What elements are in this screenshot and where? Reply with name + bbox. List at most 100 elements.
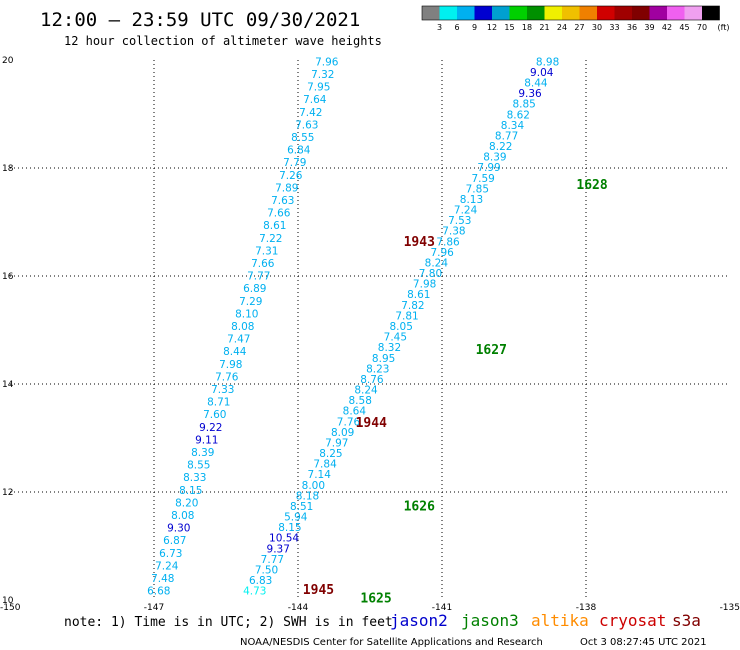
legend-swatch [684,6,702,20]
wave-height-label: 7.24 [155,560,179,572]
wave-height-label: 8.33 [183,472,206,484]
wave-height-label: 7.53 [448,215,471,227]
color-legend: 3 6 9 12 15 18 21 24 27 30 33 36 39 42 45 70 (ft) [421,5,730,32]
x-tick-label: -141 [432,603,452,613]
time-label: 1944 [356,416,387,431]
x-tick-label: -138 [576,603,597,613]
wave-height-label: 8.44 [223,346,247,358]
wave-height-label: 6.68 [147,586,170,598]
wave-height-label: 7.26 [279,170,303,182]
wave-height-label: 6.87 [163,535,186,547]
legend-tick-label: 39 [644,23,654,32]
wave-height-label: 7.31 [255,245,278,257]
wave-height-label: 7.38 [442,226,465,238]
time-label: 1945 [303,583,334,598]
wave-height-label: 7.60 [203,409,226,421]
wave-height-label: 7.80 [419,268,442,280]
legend-swatch [544,6,562,20]
legend-swatch [562,6,580,20]
legend-tick-label: 18 [522,23,532,32]
wave-height-label: 8.23 [366,363,389,375]
legend-tick-label: 15 [504,23,514,32]
wave-height-label: 7.59 [471,173,494,185]
wave-height-label: 9.37 [267,543,290,555]
satellite-legend: jason2 jason3 altika cryosat s3a [390,611,701,630]
wave-height-label: 7.85 [466,183,489,195]
wave-height-label: 8.34 [501,120,525,132]
wave-height-label: 8.18 [296,490,319,502]
time-label: 1625 [360,591,391,606]
x-tick-label: -147 [144,603,164,613]
wave-height-label: 8.20 [175,497,198,509]
legend-tick-label: 42 [662,23,672,32]
x-tick-label: -150 [0,603,21,613]
legend-tick-label: 33 [609,23,619,32]
wave-height-label: 7.50 [255,564,278,576]
legend-tick-label: 45 [679,23,689,32]
legend-tick-label: 6 [454,23,459,32]
y-tick-label: 14 [2,380,14,390]
credit-text: NOAA/NESDIS Center for Satellite Applica… [240,637,543,648]
wave-height-label: 8.61 [407,289,430,301]
generated-timestamp: Oct 3 08:27:45 UTC 2021 [580,637,707,648]
wave-height-label: 8.25 [319,448,342,460]
wave-height-label: 8.24 [354,385,378,397]
satellite-jason3: jason3 [461,611,519,630]
wave-height-label: 7.86 [436,236,460,248]
legend-swatch [579,6,597,20]
wave-height-label: 8.85 [512,99,535,111]
legend-tick-label: 30 [592,23,602,32]
legend-swatch [597,6,615,20]
legend-frame [421,5,720,21]
time-label: 1627 [476,343,507,358]
time-label: 1943 [404,235,435,250]
y-tick-label: 16 [2,272,14,282]
legend-tick-label: 12 [487,23,497,32]
wave-height-label: 7.79 [283,157,306,169]
wave-height-label: 8.62 [507,109,530,121]
legend-tick-label: 24 [557,23,567,32]
wave-height-points: 6.687.487.246.736.879.308.088.208.158.33… [147,56,559,597]
wave-height-label: 8.10 [235,308,258,320]
legend-unit: (ft) [718,23,730,32]
wave-height-label: 7.14 [308,469,332,481]
wave-height-label: 7.45 [384,332,407,344]
wave-height-label: 7.89 [275,182,298,194]
chart-title: 12:00 – 23:59 UTC 09/30/2021 [40,9,360,31]
legend-swatch [457,6,475,20]
wave-height-label: 9.36 [518,88,542,100]
y-tick-label: 10 [2,596,14,606]
x-tick-label: -144 [288,603,309,613]
wave-height-label: 5.94 [284,512,308,524]
wave-height-label: 7.82 [401,300,424,312]
wave-height-label: 7.29 [239,296,262,308]
legend-swatch [614,6,632,20]
wave-height-label: 7.77 [247,271,270,283]
wave-height-label: 8.76 [360,374,384,386]
wave-height-label: 7.47 [227,334,250,346]
wave-height-label: 9.04 [530,67,554,79]
satellite-cryosat: cryosat [599,611,666,630]
wave-height-label: 8.58 [349,395,372,407]
wave-height-label: 8.98 [536,56,559,68]
y-tick-label: 18 [2,164,14,174]
legend-swatch [492,6,510,20]
wave-height-label: 8.13 [460,194,483,206]
wave-height-label: 7.84 [313,459,337,471]
axis-ticks: -150 -147 -144 -141 -138 -135 10 12 14 16 18 20 [0,56,740,613]
wave-height-label: 7.77 [261,554,284,566]
chart-subtitle: 12 hour collection of altimeter wave hei… [64,34,382,48]
wave-height-label: 7.96 [430,247,454,259]
wave-height-label: 7.24 [454,205,478,217]
grid-lines [10,60,730,600]
wave-height-label: 8.71 [207,397,230,409]
wave-height-label: 7.99 [477,162,500,174]
note-text: note: 1) Time is in UTC; 2) SWH is in fe… [64,615,393,630]
wave-height-label: 8.95 [372,353,395,365]
wave-height-label: 8.15 [179,485,202,497]
wave-height-label: 7.76 [337,416,361,428]
wave-height-label: 8.51 [290,501,313,513]
wave-height-label: 7.81 [395,310,418,322]
wave-height-label: 7.32 [311,69,334,81]
wave-height-label: 8.09 [331,427,354,439]
